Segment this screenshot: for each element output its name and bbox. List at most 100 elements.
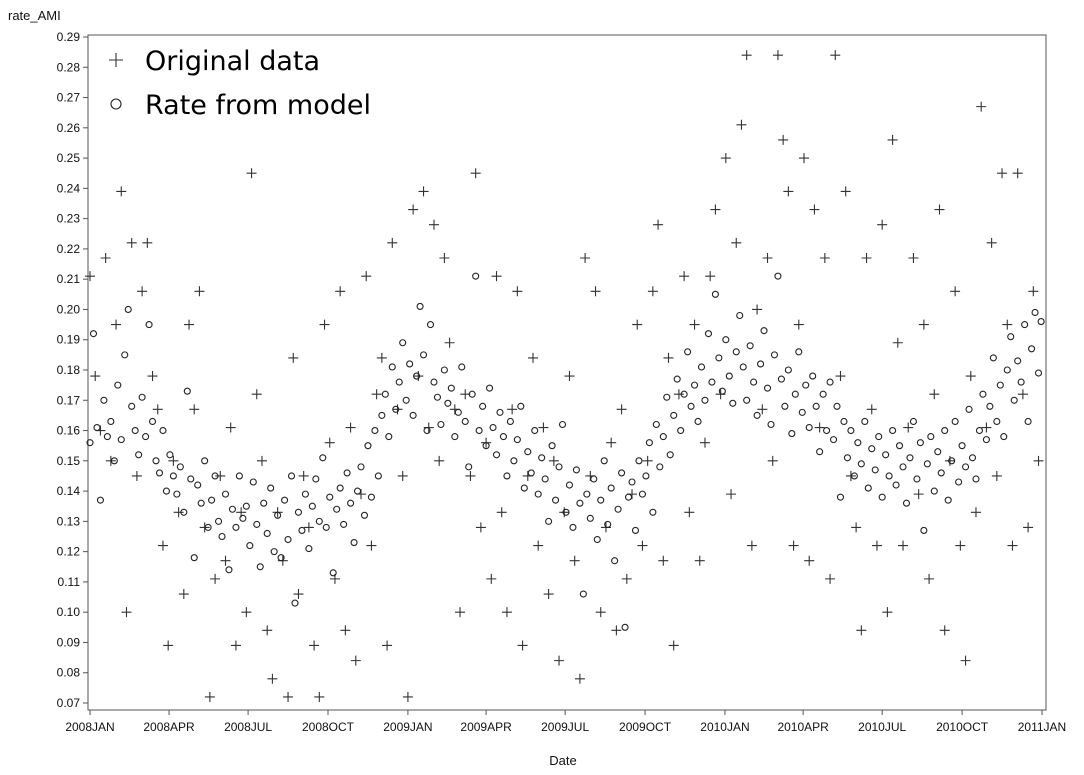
- model-rate-point: [353, 487, 362, 495]
- model-rate-point: [618, 469, 626, 477]
- y-tick-label: 0.21: [57, 272, 81, 286]
- original-data-point: [694, 555, 705, 566]
- model-rate-point: [180, 508, 188, 516]
- model-rate-point: [986, 402, 994, 410]
- original-data-point: [178, 589, 189, 600]
- original-data-point: [116, 186, 127, 197]
- original-data-point: [256, 455, 267, 466]
- model-rate-point: [1014, 357, 1022, 365]
- model-rate-point: [333, 505, 341, 513]
- model-rate-point: [287, 472, 296, 480]
- model-rate-point: [743, 396, 751, 404]
- model-rate-point: [583, 490, 591, 498]
- x-tick-label: 2009OCT: [619, 720, 672, 734]
- original-data-point: [1012, 168, 1023, 179]
- model-rate-point: [614, 505, 622, 513]
- model-rate-point: [916, 439, 924, 447]
- model-rate-point: [878, 493, 886, 501]
- original-data-point: [121, 607, 132, 618]
- model-rate-point: [989, 354, 997, 362]
- original-data-point: [882, 607, 893, 618]
- original-data-point: [293, 589, 304, 600]
- model-rate-point: [1034, 369, 1043, 377]
- original-data-point: [314, 691, 325, 702]
- model-rate-point: [1003, 366, 1011, 374]
- x-tick-label: 2010OCT: [936, 720, 989, 734]
- model-rate-point: [569, 523, 577, 531]
- original-data-point: [663, 352, 674, 363]
- model-rate-point: [1031, 308, 1039, 317]
- original-data-point: [1007, 540, 1018, 551]
- model-rate-point: [215, 517, 223, 525]
- original-data-point: [283, 691, 294, 702]
- model-rate-point: [426, 321, 435, 329]
- original-data-point: [194, 286, 205, 297]
- original-data-point: [752, 304, 763, 315]
- model-rate-point: [145, 321, 153, 329]
- model-rate-point: [513, 436, 521, 444]
- model-rate-point: [982, 436, 990, 444]
- model-rate-point: [329, 569, 337, 577]
- model-rate-point: [284, 535, 292, 544]
- model-rate-point: [173, 490, 181, 498]
- model-rate-point: [732, 348, 740, 356]
- model-rate-point: [176, 463, 184, 471]
- original-data-point: [527, 352, 538, 363]
- original-data-point: [251, 389, 262, 400]
- model-rate-point: [239, 514, 247, 522]
- original-data-point: [564, 371, 575, 382]
- model-rate-point: [86, 439, 94, 447]
- model-rate-point: [579, 590, 587, 598]
- original-data-point: [100, 252, 111, 263]
- model-rate-point: [468, 390, 476, 398]
- original-data-point: [679, 271, 690, 282]
- model-rate-point: [763, 384, 772, 392]
- model-rate-point: [159, 426, 167, 435]
- model-rate-point: [510, 457, 518, 465]
- model-rate-point: [795, 348, 803, 356]
- x-tick-label: 2009JUL: [541, 720, 589, 734]
- model-rate-point: [565, 481, 574, 489]
- model-rate-point: [850, 472, 858, 480]
- original-data-point: [517, 640, 528, 651]
- model-rate-point: [277, 554, 285, 562]
- model-rate-point: [155, 469, 164, 477]
- model-rate-point: [1000, 433, 1008, 441]
- model-rate-point: [593, 535, 601, 544]
- original-data-point: [746, 540, 757, 551]
- model-rate-point: [148, 417, 157, 426]
- original-data-point: [163, 640, 174, 651]
- model-rate-point: [757, 360, 765, 368]
- model-rate-point: [1028, 345, 1036, 353]
- original-data-point: [475, 522, 486, 533]
- original-data-point: [799, 153, 809, 164]
- y-tick-label: 0.13: [57, 514, 81, 528]
- model-rate-point: [659, 433, 667, 441]
- model-rate-point: [124, 305, 132, 314]
- model-rate-point: [211, 472, 219, 480]
- model-rate-point: [628, 478, 636, 486]
- original-data-point: [418, 186, 429, 197]
- model-rate-point: [100, 396, 108, 404]
- original-data-point: [710, 204, 721, 215]
- original-data-point: [720, 153, 731, 164]
- model-rate-point: [902, 499, 911, 507]
- model-rate-point: [868, 445, 876, 453]
- model-rate-point: [357, 463, 365, 471]
- model-rate-point: [162, 487, 170, 495]
- model-rate-point: [562, 508, 570, 516]
- model-rate-point: [347, 499, 355, 507]
- model-rate-point: [889, 426, 897, 435]
- original-data-point: [434, 455, 445, 466]
- model-rate-point: [232, 523, 240, 531]
- model-rate-point: [864, 484, 872, 492]
- model-rate-point: [871, 466, 879, 474]
- model-rate-point: [260, 499, 268, 507]
- model-rate-point: [190, 554, 198, 562]
- model-rate-point: [294, 508, 303, 516]
- model-rate-point: [590, 475, 598, 483]
- original-data-point: [892, 337, 903, 348]
- model-rate-point: [607, 484, 615, 492]
- model-rate-point: [840, 417, 848, 426]
- model-rate-point: [444, 399, 452, 407]
